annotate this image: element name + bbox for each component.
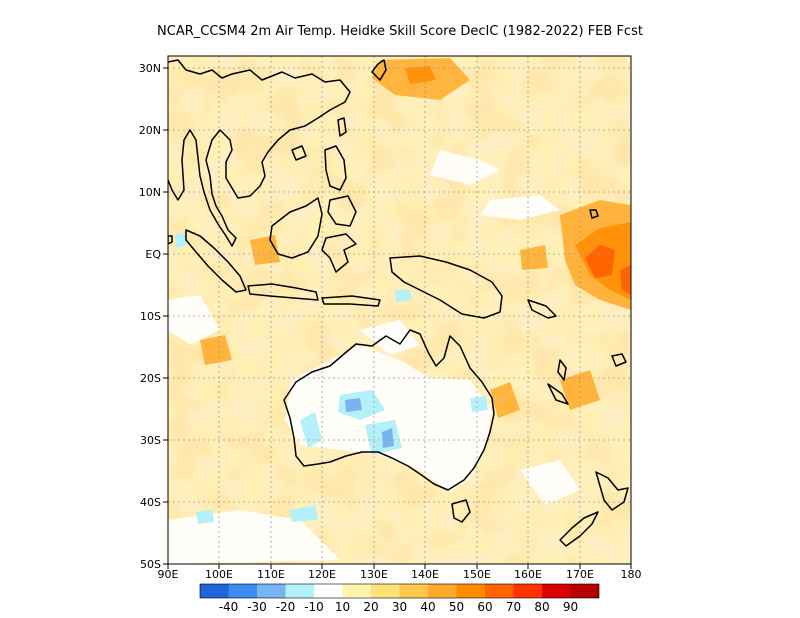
sumatra-coast	[185, 229, 247, 293]
colorbar-label: -10	[304, 600, 324, 614]
lat-label-20s: 20S	[140, 372, 161, 385]
colorbar-swatch	[200, 584, 229, 598]
colorbar-swatch	[399, 584, 428, 598]
lat-label-20n: 20N	[139, 124, 161, 137]
tasmania-coast	[451, 499, 471, 523]
colorbar-swatch	[257, 584, 286, 598]
lat-label-30n: 30N	[139, 62, 161, 75]
lon-label-120e: 120E	[308, 568, 336, 581]
sulawesi-coast	[321, 233, 357, 273]
new-guinea-coast	[389, 255, 503, 319]
negative-skill-core	[345, 398, 394, 448]
skill-shading	[168, 56, 631, 564]
lat-label-50s: 50S	[140, 558, 161, 571]
lon-label-150e: 150E	[463, 568, 491, 581]
lon-label-130e: 130E	[360, 568, 388, 581]
lon-label-170e: 170E	[566, 568, 594, 581]
taiwan-coast	[337, 117, 347, 137]
colorbar-label: 90	[563, 600, 578, 614]
colorbar-swatch	[285, 584, 314, 598]
colorbar-label: -40	[219, 600, 239, 614]
japan-coast	[371, 59, 387, 81]
vanuatu-coast	[557, 359, 567, 381]
colorbar-swatch	[570, 584, 599, 598]
colorbar-label: -20	[276, 600, 296, 614]
colorbar-swatch	[485, 584, 514, 598]
longitude-axis: 90E 100E 110E 120E 130E 140E 150E 160E 1…	[158, 564, 642, 581]
hainan-coast	[291, 145, 307, 161]
sri-lanka-coast	[168, 235, 173, 245]
colorbar-label: 30	[392, 600, 407, 614]
map-frame	[167, 55, 632, 565]
colorbar-label: -30	[247, 600, 267, 614]
colorbar-label: 80	[534, 600, 549, 614]
colorbar-swatch	[428, 584, 457, 598]
lat-label-10s: 10S	[140, 310, 161, 323]
new-caledonia-coast	[547, 383, 569, 405]
low-skill-regions	[168, 150, 580, 564]
solomon-islands-coast	[527, 299, 557, 319]
colorbar-label: 10	[335, 600, 350, 614]
lat-label-30s: 30S	[140, 434, 161, 447]
colorbar-swatch	[342, 584, 371, 598]
lon-label-110e: 110E	[257, 568, 285, 581]
grid-lines	[168, 56, 631, 564]
colorbar-swatch	[456, 584, 485, 598]
lat-label-10n: 10N	[139, 186, 161, 199]
lon-label-100e: 100E	[205, 568, 233, 581]
mindanao-coast	[327, 195, 357, 227]
lon-label-90e: 90E	[158, 568, 179, 581]
colorbar-outline	[199, 583, 600, 599]
map-title: NCAR_CCSM4 2m Air Temp. Heidke Skill Sco…	[157, 24, 643, 39]
colorbar-label: 20	[363, 600, 378, 614]
coastlines	[168, 59, 629, 547]
peak-skill-regions	[585, 245, 631, 295]
luzon-coast	[324, 145, 347, 191]
colorbar-label: 60	[477, 600, 492, 614]
australia-coast	[283, 329, 495, 491]
colorbar: -40 -30 -20 -10 10 20 30 40 50 60 70 80 …	[199, 583, 600, 614]
colorbar-label: 70	[506, 600, 521, 614]
java-coast	[247, 283, 319, 301]
colorbar-swatch	[314, 584, 343, 598]
colorbar-label: 40	[420, 600, 435, 614]
colorbar-swatch	[371, 584, 400, 598]
lon-label-140e: 140E	[411, 568, 439, 581]
borneo-coast	[269, 197, 323, 259]
lon-label-180: 180	[621, 568, 642, 581]
colorbar-swatch	[228, 584, 257, 598]
lon-label-160e: 160E	[514, 568, 542, 581]
mainland-asia-coast	[168, 59, 351, 247]
fiji-coast	[611, 353, 627, 367]
colorbar-swatch	[513, 584, 542, 598]
marshall-islands-coast	[589, 209, 599, 219]
colorbar-label: 50	[449, 600, 464, 614]
colorbar-swatch	[542, 584, 571, 598]
lat-label-40s: 40S	[140, 496, 161, 509]
new-zealand-south-coast	[559, 511, 599, 547]
lat-label-eq: EQ	[145, 248, 161, 261]
latitude-axis: 30N 20N 10N EQ 10S 20S 30S 40S 50S	[139, 62, 168, 571]
lesser-sunda-coast	[321, 295, 381, 307]
new-zealand-north-coast	[595, 471, 629, 511]
